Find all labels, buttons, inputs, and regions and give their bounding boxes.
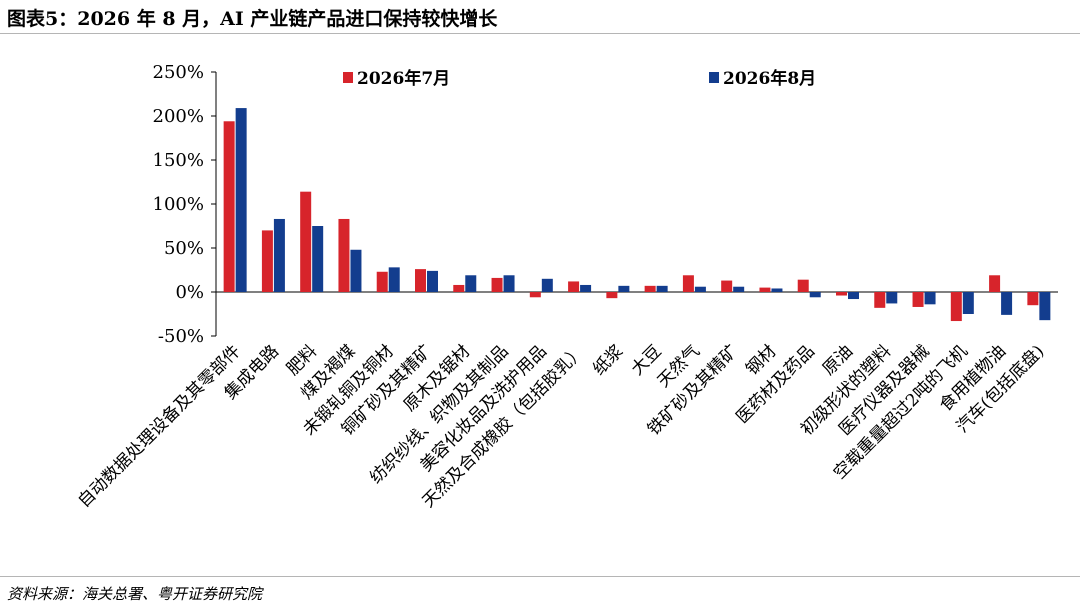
bar: [759, 287, 771, 292]
bar: [606, 292, 618, 299]
bar: [694, 286, 706, 292]
title-rule: [0, 33, 1080, 34]
bar: [886, 292, 898, 304]
y-tick-label: 50%: [164, 238, 204, 259]
bar: [797, 279, 809, 292]
bar: [235, 108, 247, 292]
bar: [568, 281, 580, 292]
bar: [350, 249, 362, 292]
figure-title: 图表5：2026 年 8 月，AI 产业链产品进口保持较快增长: [7, 8, 498, 30]
bar: [465, 275, 477, 292]
bar: [1027, 292, 1039, 306]
legend-label: 2026年7月: [357, 68, 450, 89]
bar: [338, 218, 350, 292]
bar: [503, 275, 515, 292]
bar: [580, 284, 592, 292]
bar: [656, 285, 668, 292]
y-tick-label: 0%: [175, 282, 204, 303]
bar: [644, 285, 656, 292]
bar: [273, 218, 285, 292]
y-tick-label: -50%: [158, 326, 204, 347]
source-note: 资料来源：海关总署、粤开证券研究院: [7, 585, 263, 603]
bar: [771, 288, 783, 292]
bar: [874, 292, 886, 308]
bar: [1001, 292, 1013, 315]
bar: [989, 275, 1001, 292]
y-tick-label: 250%: [153, 62, 204, 83]
bar: [223, 121, 235, 292]
legend-item: 2026年8月: [709, 68, 816, 89]
bar: [1039, 292, 1051, 321]
bar: [721, 280, 733, 292]
bar: [261, 230, 273, 292]
bar: [618, 285, 630, 292]
bar: [388, 267, 400, 292]
bar: [836, 292, 847, 296]
bar: [682, 275, 694, 292]
bar: [453, 284, 465, 292]
bar: [809, 292, 821, 298]
bar: [924, 292, 936, 305]
y-tick-label: 150%: [153, 150, 204, 171]
bar: [733, 286, 745, 292]
bar: [376, 271, 388, 292]
bar: [912, 292, 924, 307]
bar-chart: 250%200%150%100%50%0%-50% 自动数据处理设备及其零部件集…: [74, 62, 1058, 512]
x-tick-label: 纸浆: [589, 341, 627, 379]
legend-swatch: [709, 72, 719, 83]
bar: [541, 278, 553, 292]
y-tick-label: 100%: [153, 194, 204, 215]
bar: [312, 226, 324, 292]
bar: [529, 292, 541, 298]
legend-swatch: [343, 72, 353, 83]
bar: [950, 292, 962, 322]
bar: [491, 277, 503, 292]
y-tick-label: 200%: [153, 106, 204, 127]
bar: [300, 191, 312, 292]
bar: [848, 292, 859, 300]
x-tick-label: 自动数据处理设备及其零部件: [74, 341, 244, 511]
legend-item: 2026年7月: [343, 68, 450, 89]
bar: [427, 270, 438, 292]
bar: [962, 292, 974, 314]
bar: [415, 269, 426, 292]
legend-label: 2026年8月: [723, 68, 816, 89]
source-rule: [0, 576, 1080, 577]
